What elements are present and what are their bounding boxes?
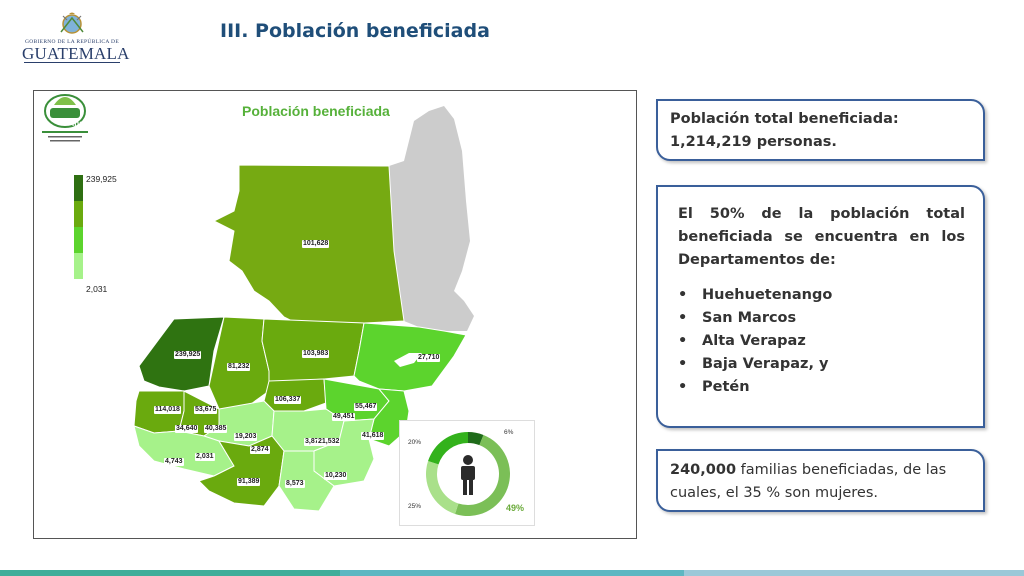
department-value-label: 27,710: [417, 354, 441, 362]
department-value-label: 10,230: [324, 472, 348, 480]
department-value-label: 49,451: [332, 413, 356, 421]
list-item: Alta Verapaz: [678, 330, 965, 353]
donut-svg: [426, 432, 511, 516]
region-baja-verapaz: [263, 378, 327, 412]
donut-slice: [426, 461, 459, 514]
list-item: San Marcos: [678, 307, 965, 330]
department-value-label: 91,389: [237, 478, 261, 486]
department-value-label: 239,925: [174, 351, 202, 359]
department-value-label: 103,983: [302, 350, 330, 358]
list-item: Baja Verapaz, y: [678, 353, 965, 376]
department-value-label: 40,385: [204, 425, 228, 433]
department-value-label: 114,018: [154, 406, 181, 414]
department-value-label: 53,675: [194, 406, 218, 414]
families-count: 240,000: [670, 462, 737, 478]
bottom-bar-segment: [0, 570, 340, 576]
departments-intro-text: El 50% de la población total beneficiada…: [678, 206, 965, 268]
page-title: III. Población beneficiada: [220, 20, 490, 42]
inab-label: inab: [72, 119, 89, 128]
map-title: Población beneficiada: [242, 103, 390, 119]
department-value-label: 8,573: [285, 480, 305, 488]
guatemala-government-logo: GOBIERNO DE LA REPÚBLICA DE GUATEMALA: [22, 10, 130, 66]
lake-izabal: [394, 353, 422, 367]
bottom-bar-segment: [684, 570, 1024, 576]
department-value-label: 106,337: [274, 396, 302, 404]
region-southeast: [313, 418, 375, 487]
logo-subtitle: GOBIERNO DE LA REPÚBLICA DE: [25, 39, 119, 45]
inab-logo-icon: [42, 94, 88, 142]
donut-label-20: 20%: [408, 439, 422, 446]
coat-of-arms-icon: [60, 12, 84, 34]
donut-label-6: 6%: [504, 429, 514, 436]
department-value-label: 34,640: [175, 425, 199, 433]
legend-swatch-1: [74, 175, 83, 201]
region-unselected: [389, 106, 474, 331]
department-value-label: 55,467: [354, 403, 378, 411]
legend-swatch-3: [74, 227, 83, 253]
logo-country-name: GUATEMALA: [22, 44, 130, 63]
department-value-label: 2,874: [250, 446, 270, 454]
department-value-label: 101,628: [302, 240, 330, 248]
beneficiaries-donut-chart: 6% 20% 25% 49%: [399, 420, 535, 526]
list-item: Petén: [678, 376, 965, 399]
department-value-label: 3,875: [304, 438, 324, 446]
legend-max-label: 239,925: [86, 174, 117, 184]
department-value-label: 41,618: [361, 432, 385, 440]
department-value-label: 19,203: [234, 433, 258, 441]
donut-label-49: 49%: [506, 503, 525, 513]
legend-swatch-4: [74, 253, 83, 279]
department-value-label: 81,232: [227, 363, 251, 371]
list-item: Huehuetenango: [678, 284, 965, 307]
donut-label-25: 25%: [408, 503, 422, 510]
donut-slice: [468, 432, 484, 446]
departments-list: Huehuetenango San Marcos Alta Verapaz Ba…: [678, 284, 965, 399]
map-panel: inab Población beneficiada 239,925 2,031…: [33, 90, 637, 539]
department-value-label: 2,031: [195, 453, 215, 461]
total-beneficiaries-box: Población total beneficiada: 1,214,219 p…: [656, 99, 985, 161]
donut-slice: [428, 432, 468, 465]
person-icon: [461, 455, 475, 495]
map-legend: [74, 175, 83, 279]
donut-slice: [455, 434, 511, 516]
logo-underline: [24, 62, 120, 63]
region-santa-rosa: [278, 450, 335, 512]
total-beneficiaries-text: Población total beneficiada: 1,214,219 p…: [670, 111, 899, 150]
department-value-label: 21,532: [317, 438, 341, 446]
families-box: 240,000 familias beneficiadas, de las cu…: [656, 449, 985, 512]
legend-swatch-2: [74, 201, 83, 227]
departments-box: El 50% de la población total beneficiada…: [656, 185, 985, 428]
legend-min-label: 2,031: [86, 284, 108, 294]
families-text: familias beneficiadas, de las cuales, el…: [670, 462, 947, 501]
department-value-label: 4,743: [164, 458, 184, 466]
bottom-bar-segment: [340, 570, 684, 576]
